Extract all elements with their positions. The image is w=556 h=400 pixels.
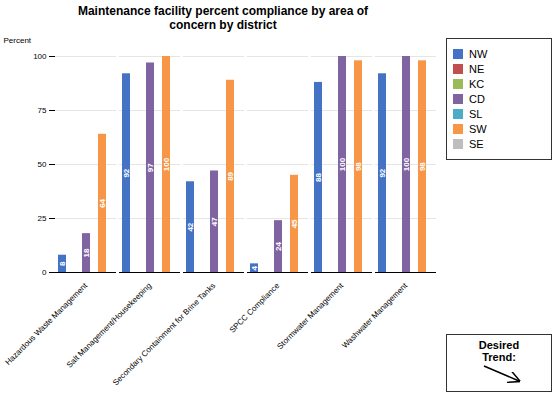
svg-text:25: 25 <box>38 214 47 223</box>
svg-text:0: 0 <box>42 268 47 277</box>
html-text:SE: SE <box>469 138 484 150</box>
svg-text:SPCC Compliance: SPCC Compliance <box>228 281 282 335</box>
svg-text:Secondary Containment for Brin: Secondary Containment for Brine Tanks <box>111 281 217 387</box>
svg-text:45: 45 <box>290 219 299 228</box>
svg-text:100: 100 <box>162 157 171 171</box>
svg-text:Hazardous Waste Management: Hazardous Waste Management <box>3 281 90 367</box>
html-text:CD: CD <box>469 93 485 105</box>
svg-text:97: 97 <box>146 163 155 172</box>
svg-text:Washwater Management: Washwater Management <box>340 281 410 351</box>
svg-text:4: 4 <box>250 265 259 270</box>
html-text:Maintenance facility percent c: Maintenance facility percent compliance … <box>77 4 368 18</box>
html-text:SL: SL <box>469 108 483 120</box>
svg-text:75: 75 <box>38 106 47 115</box>
html-text:concern by district: concern by district <box>169 18 277 32</box>
svg-text:89: 89 <box>226 171 235 180</box>
svg-text:Salt Management/Housekeeping: Salt Management/Housekeeping <box>64 281 154 370</box>
svg-text:92: 92 <box>378 168 387 177</box>
svg-text:Percent: Percent <box>4 36 32 45</box>
svg-text:47: 47 <box>210 217 219 226</box>
svg-text:8: 8 <box>58 261 67 266</box>
svg-text:24: 24 <box>274 242 283 251</box>
html-text:NE: NE <box>469 63 485 75</box>
svg-text:Stormwater Management: Stormwater Management <box>275 281 345 351</box>
svg-text:88: 88 <box>314 172 323 181</box>
svg-text:92: 92 <box>122 168 131 177</box>
svg-text:100: 100 <box>338 157 347 171</box>
html-text:Desired: Desired <box>478 339 520 351</box>
svg-text:100: 100 <box>33 52 47 61</box>
svg-text:50: 50 <box>38 160 47 169</box>
html-text:SW: SW <box>469 123 487 135</box>
svg-text:98: 98 <box>418 162 427 171</box>
html-text:KC: KC <box>469 78 485 90</box>
svg-text:42: 42 <box>186 222 195 231</box>
svg-text:18: 18 <box>82 248 91 257</box>
svg-text:64: 64 <box>98 198 107 207</box>
html-text:NW: NW <box>469 48 488 60</box>
html-text:Trend:: Trend: <box>482 351 516 363</box>
svg-text:100: 100 <box>402 157 411 171</box>
svg-text:98: 98 <box>354 162 363 171</box>
